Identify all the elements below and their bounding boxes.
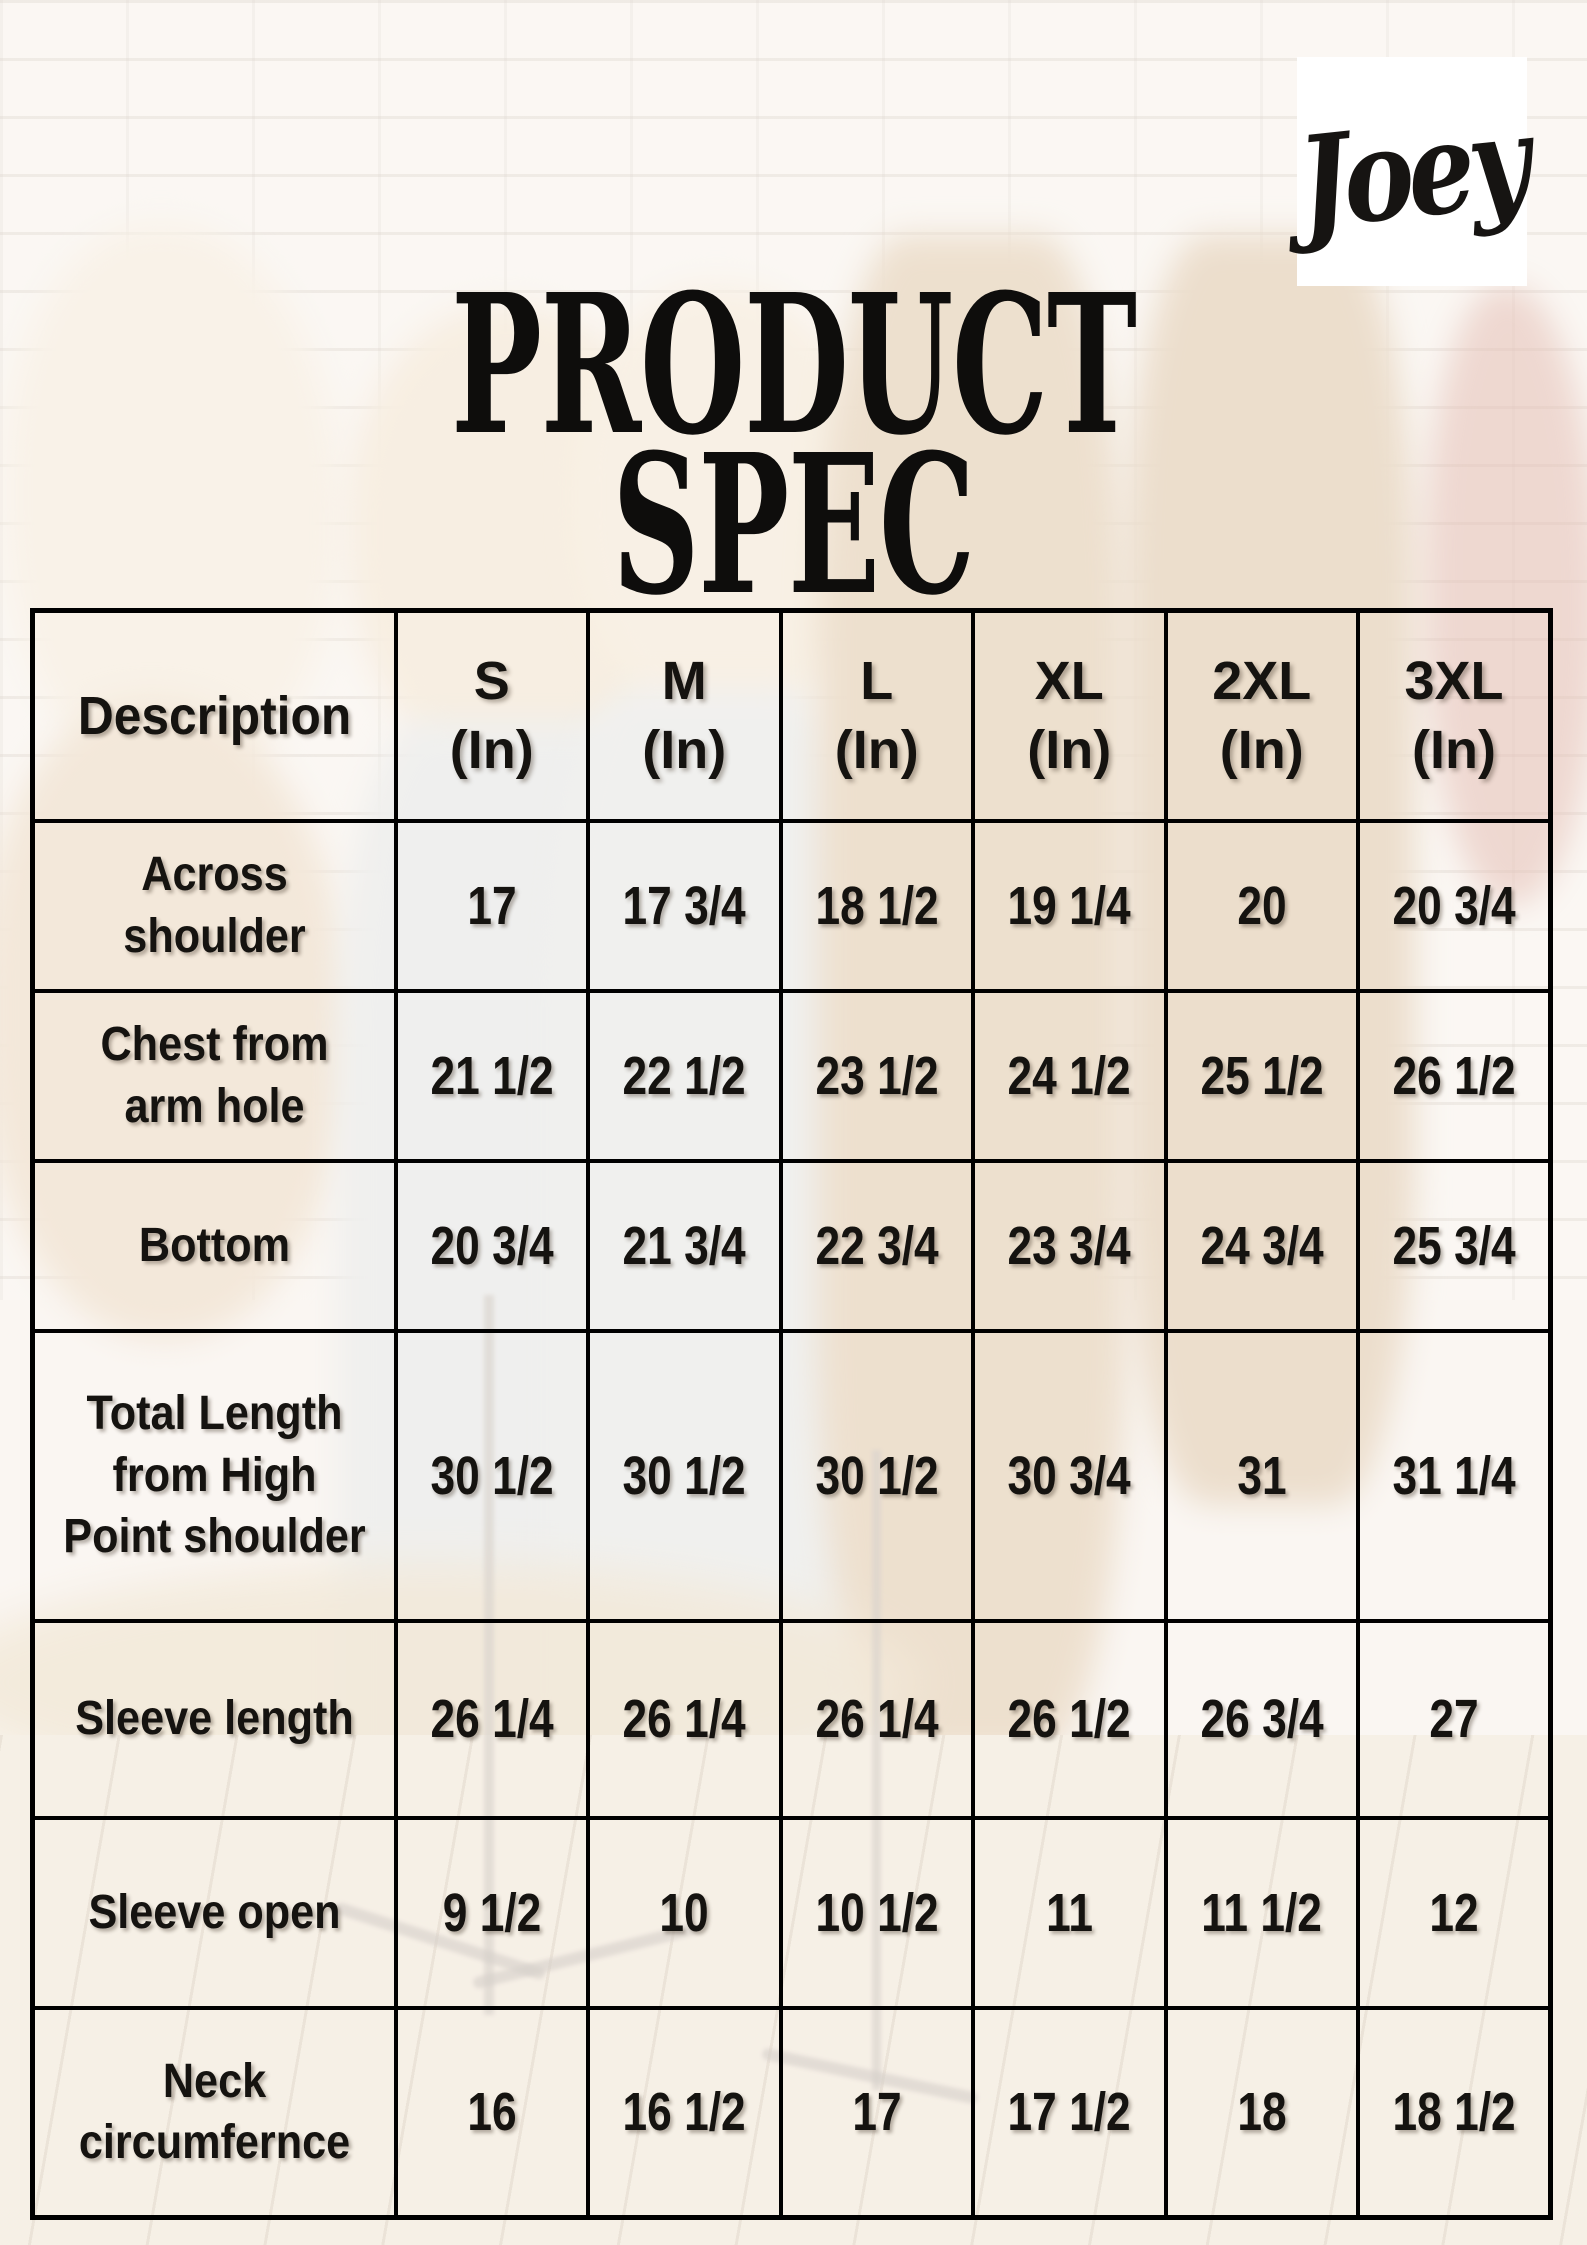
spec-value-cell: 10 1/2	[778, 1815, 975, 2010]
spec-value-cell: 11	[971, 1815, 1168, 2010]
title-line-2: SPEC	[612, 413, 976, 638]
spec-row-label: Across shoulder	[30, 818, 398, 993]
spec-value-cell: 25 3/4	[1356, 1158, 1553, 1333]
spec-value-cell: 30 1/2	[778, 1328, 975, 1623]
spec-value-cell: 17	[778, 2005, 975, 2220]
table-row-bottom: Bottom 20 3/4 21 3/4 22 3/4 23 3/4 24 3/…	[30, 1158, 1553, 1333]
spec-value-cell: 26 1/2	[1356, 988, 1553, 1163]
brand-logo-text: Joey	[1291, 86, 1533, 257]
spec-value-cell: 18 1/2	[778, 818, 975, 993]
table-header-row: Description S (In) M (In) L (In) XL (In) 2XL…	[30, 608, 1553, 823]
spec-value-cell: 26 1/4	[586, 1618, 783, 1820]
spec-value-cell: 26 1/4	[778, 1618, 975, 1820]
spec-value-cell: 9 1/2	[393, 1815, 590, 2010]
spec-value-cell: 27	[1356, 1618, 1553, 1820]
spec-value-cell: 22 3/4	[778, 1158, 975, 1333]
spec-row-label: Neck circumfernce	[30, 2005, 398, 2220]
spec-value-cell: 26 3/4	[1163, 1618, 1360, 1820]
spec-value-cell: 26 1/2	[971, 1618, 1168, 1820]
spec-row-label: Chest from arm hole	[30, 988, 398, 1163]
spec-value-cell: 31 1/4	[1356, 1328, 1553, 1623]
spec-row-label: Sleeve open	[30, 1815, 398, 2010]
spec-value-cell: 23 1/2	[778, 988, 975, 1163]
spec-value-cell: 31	[1163, 1328, 1360, 1623]
title-line-1: PRODUCT	[451, 253, 1137, 478]
spec-value-cell: 20 3/4	[1356, 818, 1553, 993]
spec-value-cell: 22 1/2	[586, 988, 783, 1163]
spec-value-cell: 26 1/4	[393, 1618, 590, 1820]
product-spec-table: Description S (In) M (In) L (In) XL (In) 2XL…	[30, 608, 1553, 2220]
spec-value-cell: 10	[586, 1815, 783, 2010]
spec-value-cell: 25 1/2	[1163, 988, 1360, 1163]
col-header-2xl: 2XL (In)	[1163, 608, 1360, 823]
spec-value-cell: 18	[1163, 2005, 1360, 2220]
table-row-sleeve-length: Sleeve length 26 1/4 26 1/4 26 1/4 26 1/…	[30, 1618, 1553, 1820]
spec-row-label: Sleeve length	[30, 1618, 398, 1820]
spec-value-cell: 30 1/2	[393, 1328, 590, 1623]
spec-value-cell: 20 3/4	[393, 1158, 590, 1333]
spec-value-cell: 16	[393, 2005, 590, 2220]
spec-value-cell: 23 3/4	[971, 1158, 1168, 1333]
table-row-neck: Neck circumfernce 16 16 1/2 17 17 1/2 18…	[30, 2005, 1553, 2220]
spec-value-cell: 20	[1163, 818, 1360, 993]
spec-value-cell: 17 1/2	[971, 2005, 1168, 2220]
spec-value-cell: 21 3/4	[586, 1158, 783, 1333]
col-header-l: L (In)	[778, 608, 975, 823]
spec-value-cell: 19 1/4	[971, 818, 1168, 993]
spec-row-label: Total Length from High Point shoulder	[30, 1328, 398, 1623]
page-title: PRODUCT SPEC	[0, 253, 1587, 638]
spec-value-cell: 12	[1356, 1815, 1553, 2010]
spec-value-cell: 30 3/4	[971, 1328, 1168, 1623]
spec-value-cell: 18 1/2	[1356, 2005, 1553, 2220]
spec-value-cell: 16 1/2	[586, 2005, 783, 2220]
col-header-s: S (In)	[393, 608, 590, 823]
col-header-3xl: 3XL (In)	[1356, 608, 1553, 823]
spec-row-label: Bottom	[30, 1158, 398, 1333]
col-header-description: Description	[30, 608, 398, 823]
col-header-xl: XL (In)	[971, 608, 1168, 823]
spec-value-cell: 21 1/2	[393, 988, 590, 1163]
brand-logo: Joey	[1292, 57, 1532, 286]
spec-value-cell: 17	[393, 818, 590, 993]
table-row-across-shoulder: Across shoulder 17 17 3/4 18 1/2 19 1/4 …	[30, 818, 1553, 993]
spec-value-cell: 11 1/2	[1163, 1815, 1360, 2010]
table-row-sleeve-open: Sleeve open 9 1/2 10 10 1/2 11 11 1/2 12	[30, 1815, 1553, 2010]
table-row-total-length: Total Length from High Point shoulder 30…	[30, 1328, 1553, 1623]
col-header-m: M (In)	[586, 608, 783, 823]
spec-value-cell: 24 3/4	[1163, 1158, 1360, 1333]
spec-value-cell: 24 1/2	[971, 988, 1168, 1163]
spec-value-cell: 30 1/2	[586, 1328, 783, 1623]
spec-value-cell: 17 3/4	[586, 818, 783, 993]
table-row-chest: Chest from arm hole 21 1/2 22 1/2 23 1/2…	[30, 988, 1553, 1163]
